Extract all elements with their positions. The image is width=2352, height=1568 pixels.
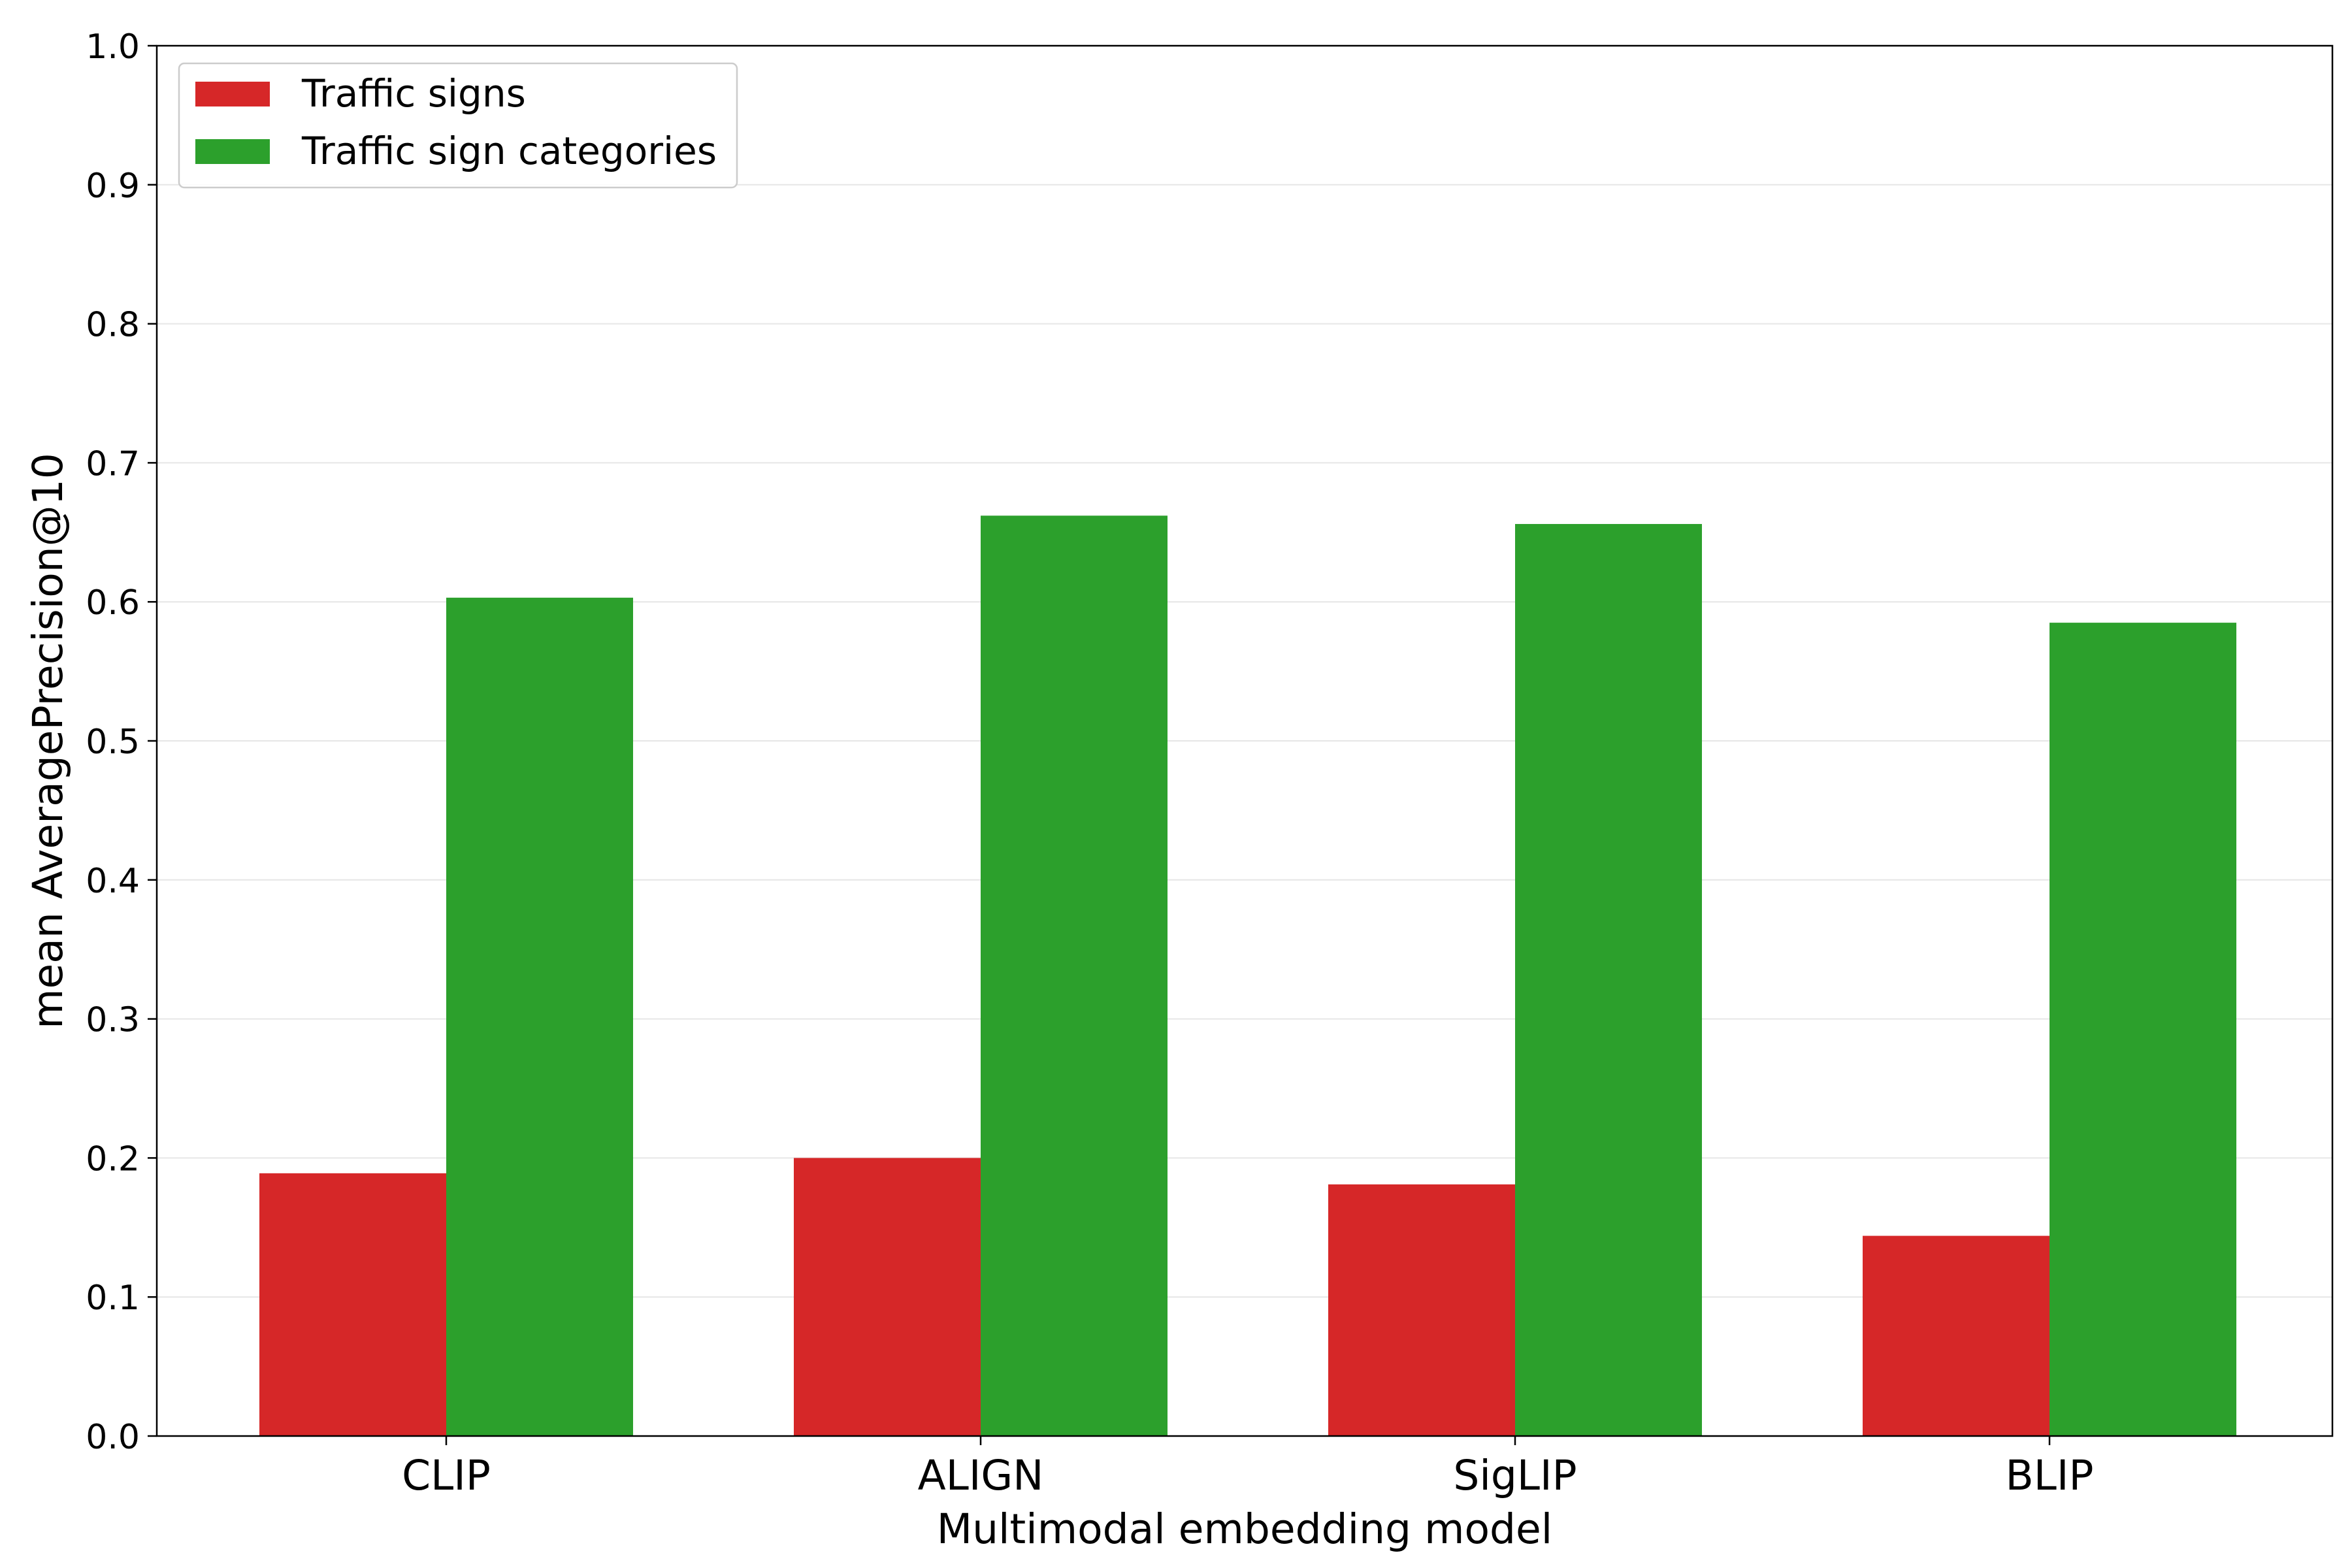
x-tick-label: BLIP xyxy=(2006,1452,2094,1499)
y-tick-label: 0.7 xyxy=(86,444,140,483)
legend-label: Traffic signs xyxy=(301,71,526,116)
y-axis-title: mean AveragePrecision@10 xyxy=(24,453,72,1029)
y-tick-label: 0.1 xyxy=(86,1279,140,1318)
y-axis-ticks: 0.0 0.1 0.2 0.3 0.4 0.5 0.6 0.7 0.8 0.9 1.0 xyxy=(86,27,157,1457)
y-tick-label: 0.0 xyxy=(86,1418,140,1457)
y-tick-label: 0.4 xyxy=(86,862,140,901)
bar-clip-series-2 xyxy=(446,597,633,1437)
bar-align-series-1 xyxy=(794,1158,981,1436)
y-tick-label: 1.0 xyxy=(86,27,140,67)
x-axis-ticks: CLIP ALIGN SigLIP BLIP xyxy=(402,1436,2093,1499)
y-tick-label: 0.2 xyxy=(86,1139,140,1179)
legend-box xyxy=(178,62,738,189)
bar-blip-series-2 xyxy=(2050,623,2236,1436)
x-tick-label: CLIP xyxy=(402,1452,491,1499)
bar-siglip-series-1 xyxy=(1328,1184,1515,1436)
bar-align-series-2 xyxy=(981,515,1168,1437)
legend-swatch xyxy=(195,139,270,164)
legend: Traffic signs Traffic sign categories xyxy=(178,62,738,189)
bar-clip-series-1 xyxy=(259,1173,446,1436)
y-tick-label: 0.6 xyxy=(86,583,140,623)
y-tick-label: 0.5 xyxy=(86,723,140,762)
bars xyxy=(259,515,2236,1437)
bar-blip-series-1 xyxy=(1863,1235,2050,1436)
y-tick-label: 0.9 xyxy=(86,167,140,206)
bar-siglip-series-2 xyxy=(1515,524,1702,1436)
y-tick-label: 0.3 xyxy=(86,1001,140,1040)
x-axis-title: Multimodal embedding model xyxy=(937,1505,1553,1553)
legend-swatch xyxy=(195,82,270,106)
x-tick-label: SigLIP xyxy=(1453,1452,1576,1499)
legend-label: Traffic sign categories xyxy=(301,129,717,173)
x-tick-label: ALIGN xyxy=(918,1452,1044,1499)
y-tick-label: 0.8 xyxy=(86,306,140,345)
